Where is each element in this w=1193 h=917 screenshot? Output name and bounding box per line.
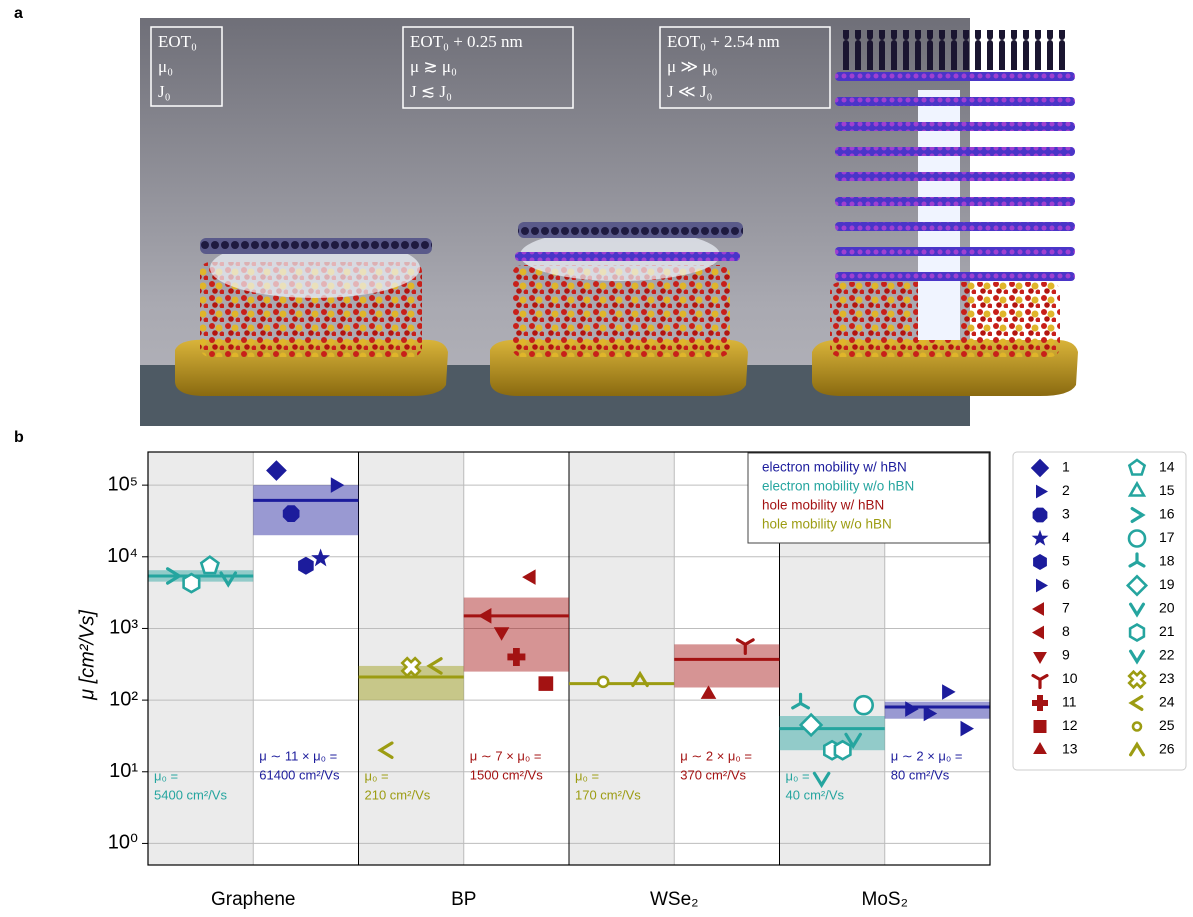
marker-legend-label: 23 <box>1159 670 1175 686</box>
marker-legend-label: 21 <box>1159 623 1175 639</box>
annotation: μ ∼ 11 × μ₀ = <box>259 748 337 763</box>
marker-legend-label: 5 <box>1062 553 1070 569</box>
marker-legend-symbol <box>1129 531 1145 547</box>
marker-legend-symbol <box>1034 720 1047 733</box>
y-tick-label: 10⁴ <box>107 545 138 567</box>
data-point <box>266 460 287 481</box>
x-category-label: Graphene <box>211 889 296 910</box>
y-axis-label: μ [cm²/Vs] <box>76 610 98 701</box>
marker-legend-label: 8 <box>1062 623 1070 639</box>
range-band <box>253 485 358 535</box>
annotation: 210 cm²/Vs <box>365 787 431 802</box>
annotation: μ₀ = <box>786 768 810 783</box>
y-tick-label: 10³ <box>109 617 138 639</box>
data-point <box>942 684 956 700</box>
figure: a EOT₀ μ₀ J₀ EOT₀ + 0.25 nm μ ≳ μ₀ J ≲ J… <box>0 0 1193 917</box>
column-shade <box>359 452 464 865</box>
marker-legend-label: 1 <box>1062 459 1070 475</box>
data-point <box>298 557 314 575</box>
data-point <box>835 741 851 759</box>
marker-legend-symbol <box>1033 508 1048 523</box>
marker-legend-label: 6 <box>1062 576 1070 592</box>
marker-legend-label: 25 <box>1159 717 1175 733</box>
legend-label: hole mobility w/o hBN <box>762 517 892 532</box>
box-text: μ ≳ μ₀ <box>410 57 457 76</box>
marker-legend-label: 19 <box>1159 576 1175 592</box>
render <box>140 18 1078 426</box>
x-category-label: WSe₂ <box>650 889 699 910</box>
annotation: μ ∼ 7 × μ₀ = <box>470 748 542 763</box>
marker-legend-label: 20 <box>1159 600 1175 616</box>
marker-legend-label: 26 <box>1159 741 1175 757</box>
data-point <box>283 505 300 522</box>
marker-legend-label: 3 <box>1062 506 1070 522</box>
annotation: μ₀ = <box>365 768 389 783</box>
legend-label: electron mobility w/ hBN <box>762 460 907 475</box>
box-text: μ ≫ μ₀ <box>667 57 718 76</box>
marker-legend-label: 16 <box>1159 506 1175 522</box>
marker-legend-label: 10 <box>1062 670 1078 686</box>
data-point <box>402 658 420 676</box>
annotation: 370 cm²/Vs <box>680 767 746 782</box>
data-point <box>184 574 200 592</box>
marker-legend-label: 17 <box>1159 529 1175 545</box>
range-band <box>674 644 779 687</box>
range-band <box>885 702 990 719</box>
legend-label: hole mobility w/ hBN <box>762 498 884 513</box>
panel-label: b <box>14 429 24 446</box>
data-point <box>522 569 536 585</box>
marker-legend-label: 7 <box>1062 600 1070 616</box>
panel-label: a <box>14 5 23 22</box>
box-text: J₀ <box>158 82 171 101</box>
marker-legend-label: 12 <box>1062 717 1078 733</box>
column-shade <box>148 452 253 865</box>
annotation: 170 cm²/Vs <box>575 787 641 802</box>
marker-legend-label: 9 <box>1062 647 1070 663</box>
annotation: μ ∼ 2 × μ₀ = <box>680 748 752 763</box>
marker-legend-label: 24 <box>1159 694 1175 710</box>
marker-legend-symbol <box>1133 723 1141 731</box>
box-text: EOT₀ <box>158 32 197 51</box>
annotation: μ₀ = <box>154 768 178 783</box>
marker-legend-label: 14 <box>1159 459 1175 475</box>
annotation: 5400 cm²/Vs <box>154 787 227 802</box>
column-shade <box>569 452 674 865</box>
marker-legend-label: 18 <box>1159 553 1175 569</box>
page: { "panel_a": { "label": "a", "boxes": [ … <box>0 0 1193 917</box>
marker-legend-label: 13 <box>1062 741 1078 757</box>
box-text: J ≪ J₀ <box>667 82 713 101</box>
data-point <box>961 721 975 737</box>
marker-legend-label: 2 <box>1062 482 1070 498</box>
annotation: μ ∼ 2 × μ₀ = <box>891 748 963 763</box>
annotation: 80 cm²/Vs <box>891 767 950 782</box>
box-text: μ₀ <box>158 57 173 76</box>
data-point <box>598 677 608 687</box>
box-text: J ≲ J₀ <box>410 82 452 101</box>
y-tick-label: 10⁰ <box>108 832 138 854</box>
marker-legend-label: 22 <box>1159 647 1175 663</box>
y-tick-label: 10² <box>109 688 138 710</box>
y-tick-label: 10⁵ <box>107 473 138 495</box>
data-point <box>855 696 873 714</box>
box-text: EOT₀ + 2.54 nm <box>667 32 780 51</box>
marker-legend-label: 11 <box>1062 694 1077 710</box>
y-tick-label: 10¹ <box>109 760 138 782</box>
x-category-label: BP <box>451 889 476 910</box>
box-text: EOT₀ + 0.25 nm <box>410 32 523 51</box>
annotation: 40 cm²/Vs <box>786 787 845 802</box>
marker-legend-symbol <box>1130 625 1144 641</box>
marker-legend-label: 4 <box>1062 529 1070 545</box>
annotation: 61400 cm²/Vs <box>259 767 340 782</box>
annotation: 1500 cm²/Vs <box>470 767 543 782</box>
marker-legend-label: 15 <box>1159 482 1175 498</box>
annotation: μ₀ = <box>575 768 599 783</box>
data-point <box>311 549 330 567</box>
marker-legend-symbol <box>1129 672 1145 688</box>
legend-label: electron mobility w/o hBN <box>762 479 914 494</box>
x-category-label: MoS₂ <box>862 889 908 910</box>
data-point <box>539 676 554 691</box>
